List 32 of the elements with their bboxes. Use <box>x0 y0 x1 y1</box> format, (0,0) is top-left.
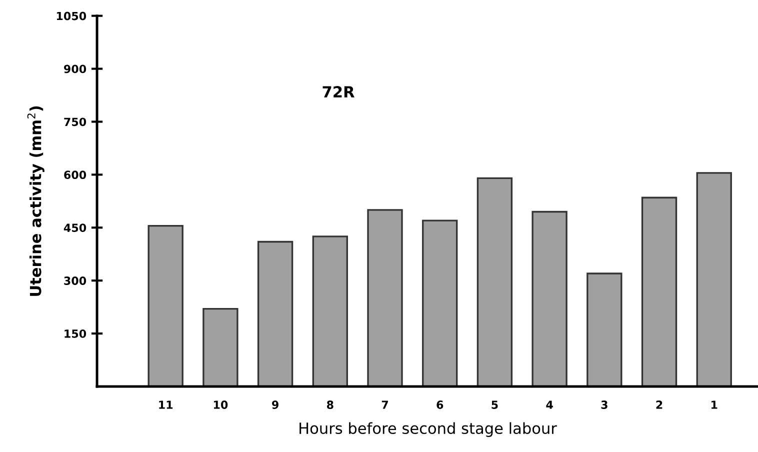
x-tick-label: 1 <box>712 400 718 409</box>
bar <box>257 240 294 386</box>
x-tick-label: 4 <box>546 400 553 409</box>
x-tick-label: 9 <box>272 400 278 409</box>
bar <box>422 220 458 386</box>
y-axis-title: Uterine activity (mm$^{2}$) <box>27 106 44 296</box>
y-tick-label: 1050 <box>56 12 86 20</box>
x-tick-label: 8 <box>326 400 334 409</box>
bar <box>476 177 513 386</box>
x-tick-label: 7 <box>382 400 388 409</box>
y-tick-label: 750 <box>64 118 86 126</box>
y-tick-label: 600 <box>64 170 86 180</box>
y-tick-label: 450 <box>64 224 86 232</box>
x-tick-label: 6 <box>436 400 444 409</box>
x-tick-label: 5 <box>492 400 498 409</box>
bar <box>586 272 622 386</box>
x-tick-label: 3 <box>601 400 608 409</box>
y-tick-label: 150 <box>64 329 86 338</box>
x-tick-label: 10 <box>214 400 228 409</box>
x-tick-label: 2 <box>656 400 662 409</box>
x-axis-title: Hours before second stage labour <box>300 422 557 437</box>
annotation: 72R <box>322 86 354 98</box>
bar <box>148 225 184 386</box>
bar <box>696 172 732 386</box>
y-tick-label: 300 <box>64 276 86 285</box>
x-tick-label: 11 <box>159 400 173 409</box>
bar <box>641 196 678 386</box>
bar <box>532 210 568 386</box>
bar <box>367 209 403 386</box>
bar <box>312 236 348 386</box>
y-tick-label: 900 <box>64 64 86 74</box>
bar <box>202 308 238 386</box>
